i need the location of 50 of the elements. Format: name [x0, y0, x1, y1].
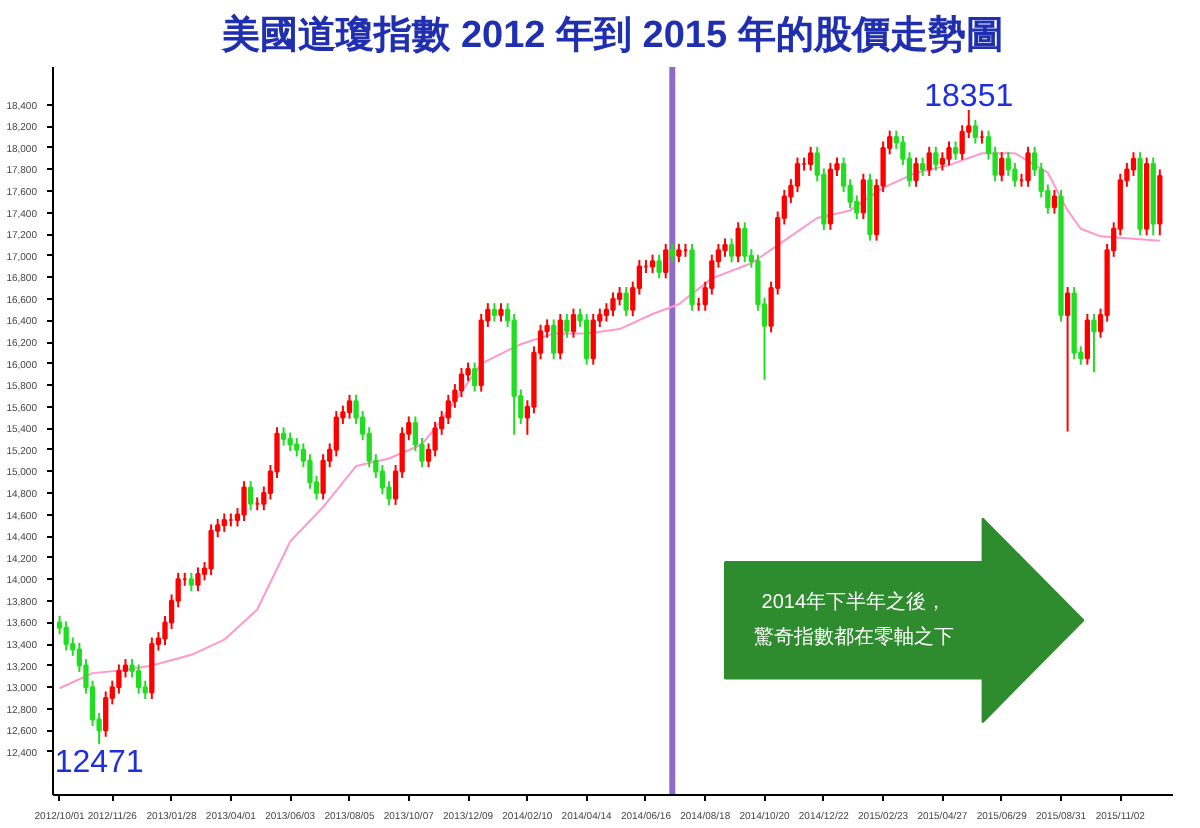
candlestick — [610, 291, 616, 318]
candlestick — [913, 156, 919, 188]
candlestick — [63, 620, 69, 652]
candlestick — [952, 140, 959, 161]
candlestick — [972, 118, 978, 145]
candlestick — [590, 312, 596, 366]
candlestick — [920, 156, 926, 177]
candlestick — [551, 318, 557, 361]
candlestick — [498, 302, 504, 323]
candlestick — [1157, 168, 1163, 237]
candlestick — [208, 523, 214, 576]
candlestick — [1091, 312, 1097, 374]
candlestick — [1051, 188, 1058, 215]
candlestick — [623, 286, 629, 318]
candlestick — [933, 145, 939, 172]
candlestick — [669, 242, 675, 264]
candlestick — [735, 221, 741, 264]
candlestick — [557, 312, 563, 361]
candlestick — [808, 145, 814, 172]
candlestick — [221, 512, 227, 533]
candlestick — [280, 426, 287, 447]
candlestick — [742, 221, 748, 264]
candlestick — [564, 312, 570, 339]
candlestick — [1025, 145, 1031, 188]
chart-title: 美國道瓊指數 2012 年到 2015 年的股價走勢圖 — [220, 13, 1004, 57]
candlestick — [946, 140, 952, 167]
candlestick — [136, 663, 142, 695]
candlestick — [188, 571, 194, 593]
candlestick — [999, 151, 1005, 183]
annotation: 18351 — [924, 80, 1014, 115]
candlestick — [248, 480, 254, 512]
candlestick — [472, 361, 478, 393]
candlestick — [195, 566, 201, 593]
candlestick — [926, 145, 932, 177]
candlestick — [241, 480, 247, 523]
candlestick — [491, 302, 498, 323]
candlestick — [1084, 312, 1090, 366]
candlestick — [656, 253, 662, 280]
candlestick — [676, 242, 682, 264]
candlestick — [860, 172, 866, 221]
candlestick — [570, 307, 577, 339]
candlestick — [287, 431, 293, 452]
annotation: 12471 — [54, 746, 144, 781]
candlestick — [1064, 286, 1071, 433]
candlestick — [649, 253, 656, 274]
annotation: 2014年下半年之後，驚奇指數都在零軸之下 — [753, 589, 954, 649]
candlestick — [584, 312, 590, 366]
candlestick — [663, 242, 669, 280]
candlestick — [346, 393, 353, 420]
candlestick — [728, 237, 735, 264]
